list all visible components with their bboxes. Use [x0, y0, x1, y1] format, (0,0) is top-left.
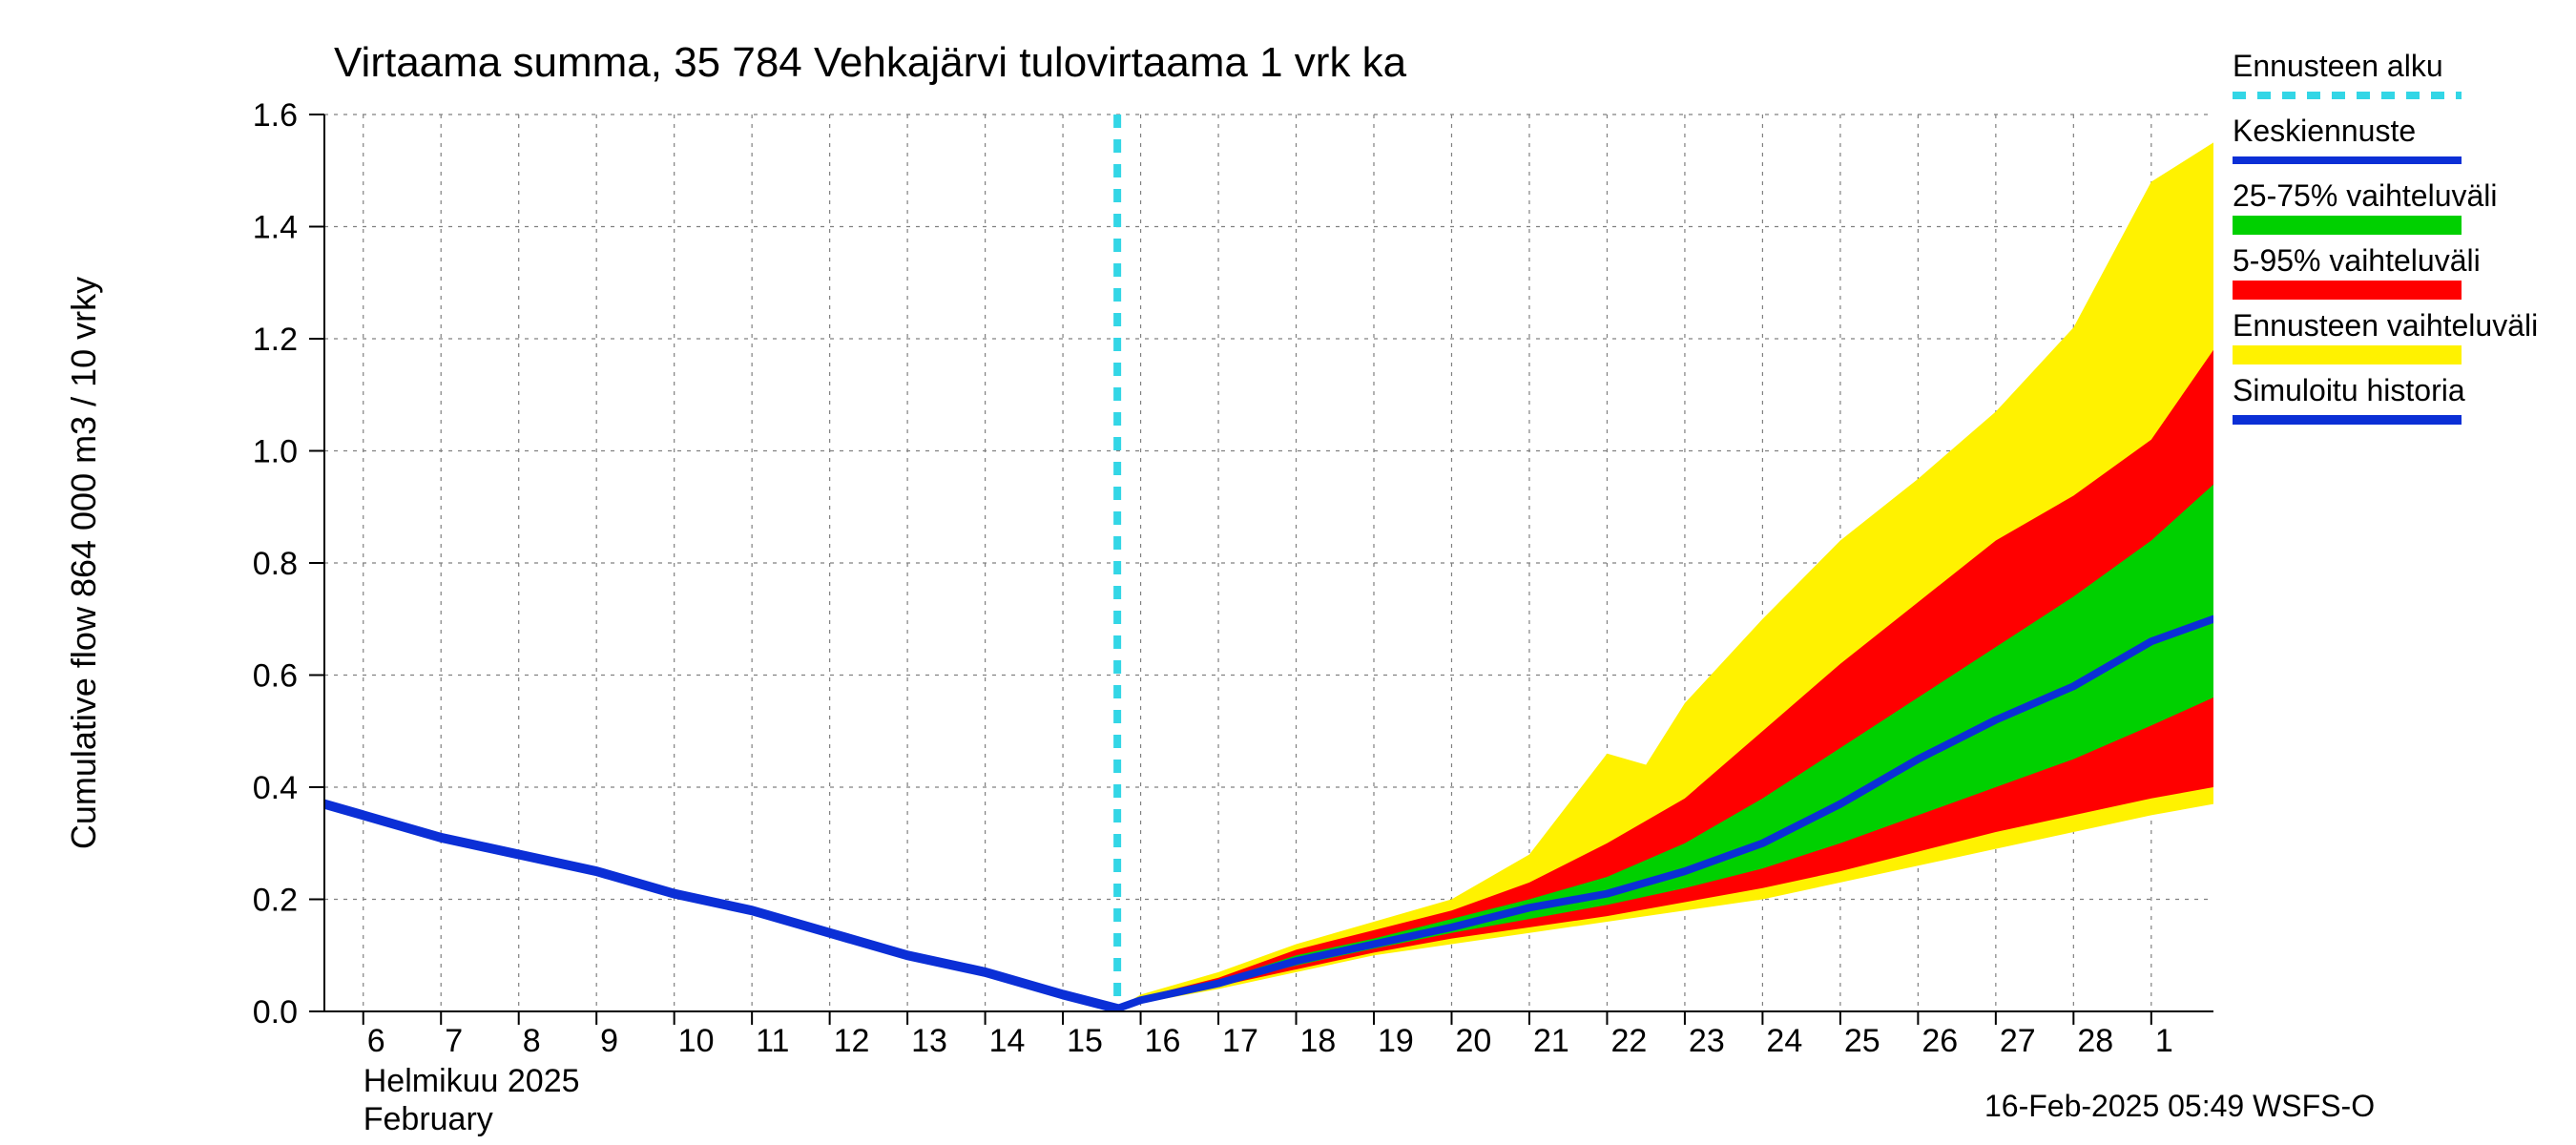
- x-tick-label: 12: [834, 1023, 870, 1059]
- x-tick-label: 1: [2155, 1023, 2173, 1059]
- y-tick-label: 0.8: [253, 546, 298, 582]
- x-tick-label: 13: [911, 1023, 947, 1059]
- x-tick-label: 24: [1766, 1023, 1802, 1059]
- x-tick-label: 26: [1922, 1023, 1958, 1059]
- x-tick-label: 22: [1610, 1023, 1647, 1059]
- x-tick-label: 21: [1533, 1023, 1569, 1059]
- x-month-label-fi: Helmikuu 2025: [364, 1063, 580, 1099]
- y-tick-label: 1.4: [253, 210, 298, 246]
- x-tick-label: 9: [600, 1023, 618, 1059]
- x-tick-label: 14: [989, 1023, 1026, 1059]
- x-tick-label: 25: [1844, 1023, 1880, 1059]
- legend-label: 25-75% vaihteluväli: [2233, 178, 2498, 213]
- legend-label: Ennusteen vaihteluväli: [2233, 308, 2538, 343]
- y-tick-label: 0.4: [253, 770, 298, 806]
- footer-timestamp: 16-Feb-2025 05:49 WSFS-O: [1984, 1089, 2375, 1123]
- x-tick-label: 10: [678, 1023, 715, 1059]
- legend-label: 5-95% vaihteluväli: [2233, 243, 2481, 278]
- chart-container: 0.0 0.2 0.4 0.6 0.8 1.0 1.2 1.4 1.6 6 7 8 9 10 11 12 13 1…: [0, 0, 2576, 1145]
- x-tick-label: 6: [367, 1023, 385, 1059]
- legend-label: Keskiennuste: [2233, 114, 2416, 148]
- x-tick-label: 23: [1689, 1023, 1725, 1059]
- legend-label: Ennusteen alku: [2233, 49, 2443, 83]
- x-month-label-en: February: [364, 1101, 493, 1137]
- x-tick-label: 28: [2077, 1023, 2113, 1059]
- legend-swatch: [2233, 281, 2462, 300]
- x-tick-label: 15: [1067, 1023, 1103, 1059]
- y-tick-label: 0.2: [253, 883, 298, 919]
- x-tick-label: 19: [1378, 1023, 1414, 1059]
- x-tick-label: 20: [1455, 1023, 1491, 1059]
- y-axis-label: Cumulative flow 864 000 m3 / 10 vrky: [64, 277, 103, 849]
- x-tick-label: 11: [756, 1023, 789, 1059]
- legend-swatch: [2233, 216, 2462, 235]
- legend-label: Simuloitu historia: [2233, 373, 2465, 407]
- y-tick-label: 0.6: [253, 658, 298, 695]
- y-tick-label: 1.0: [253, 434, 298, 470]
- x-tick-label: 16: [1145, 1023, 1181, 1059]
- x-tick-label: 27: [2000, 1023, 2036, 1059]
- x-tick-label: 8: [523, 1023, 541, 1059]
- chart-svg: 0.0 0.2 0.4 0.6 0.8 1.0 1.2 1.4 1.6 6 7 8 9 10 11 12 13 1…: [0, 0, 2576, 1145]
- y-tick-label: 1.2: [253, 322, 298, 358]
- chart-title: Virtaama summa, 35 784 Vehkajärvi tulovi…: [334, 39, 1407, 86]
- y-tick-label: 1.6: [253, 97, 298, 134]
- x-tick-label: 7: [445, 1023, 463, 1059]
- legend-swatch: [2233, 345, 2462, 364]
- x-tick-label: 18: [1300, 1023, 1337, 1059]
- x-tick-label: 17: [1222, 1023, 1258, 1059]
- y-tick-label: 0.0: [253, 994, 298, 1030]
